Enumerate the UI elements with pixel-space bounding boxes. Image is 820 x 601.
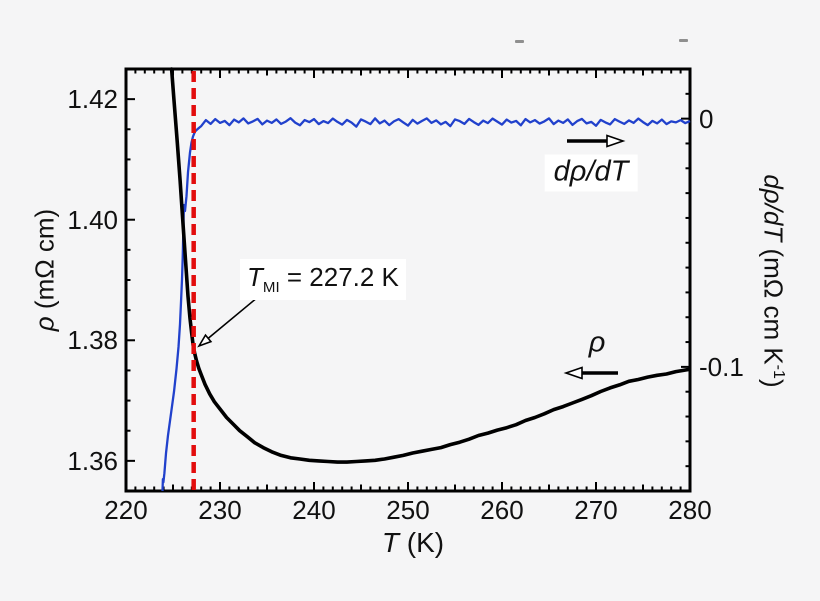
stray-mark-right xyxy=(679,39,688,42)
right-axis-symbol: dρ/dT xyxy=(758,174,789,242)
x-tick-label: 270 xyxy=(574,495,618,525)
left-tick-label: 1.38 xyxy=(67,325,118,356)
annotation-value: = 227.2 K xyxy=(279,262,399,292)
annotation-symbol: T xyxy=(247,262,263,292)
x-tick-label: 230 xyxy=(198,495,242,525)
right-axis-pointer-arrow-head xyxy=(606,134,626,148)
stray-mark-left xyxy=(515,40,524,43)
left-tick-label: 1.36 xyxy=(67,445,118,476)
annotation-arrow-shaft xyxy=(206,296,259,340)
rho-curve-label: ρ xyxy=(589,327,606,360)
rho-curve-label-text: ρ xyxy=(588,326,606,359)
x-tick-label: 260 xyxy=(480,495,524,525)
left-axis-title: ρ (mΩ cm) xyxy=(30,209,61,331)
x-tick-label: 240 xyxy=(292,495,336,525)
x-axis-title: T (K) xyxy=(382,527,444,559)
x-axis-symbol: T xyxy=(381,527,399,558)
left-axis-unit: (mΩ cm) xyxy=(29,208,60,317)
right-tick-label: -0.1 xyxy=(699,351,744,382)
rho-curve xyxy=(169,67,691,464)
left-tick-label: 1.42 xyxy=(67,84,118,115)
x-axis-unit: (K) xyxy=(399,527,445,558)
x-tick-label: 220 xyxy=(104,495,148,525)
plot-frame xyxy=(124,67,692,493)
transition-temperature-annotation: TMI = 227.2 K xyxy=(240,259,406,301)
annotation-arrow-head xyxy=(197,333,213,348)
right-tick-label: 0 xyxy=(699,103,714,134)
left-tick-label: 1.40 xyxy=(67,204,118,235)
left-axis-pointer-arrow-head xyxy=(563,366,583,380)
annotation-subscript: MI xyxy=(262,279,280,297)
right-axis-unit-close: ) xyxy=(758,379,789,388)
right-axis-title: dρ/dT (mΩ cm K-1) xyxy=(758,174,789,387)
right-axis-unit: (mΩ cm K xyxy=(758,241,789,365)
drho-dt-curve-label-text: dρ/dT xyxy=(553,155,629,188)
x-tick-label: 280 xyxy=(668,495,712,525)
drho-dt-curve xyxy=(161,117,691,492)
drho-dt-curve-label: dρ/dT xyxy=(544,154,638,192)
left-axis-symbol: ρ xyxy=(29,316,60,332)
x-tick-label: 250 xyxy=(386,495,430,525)
right-axis-unit-exponent: -1 xyxy=(770,364,789,380)
